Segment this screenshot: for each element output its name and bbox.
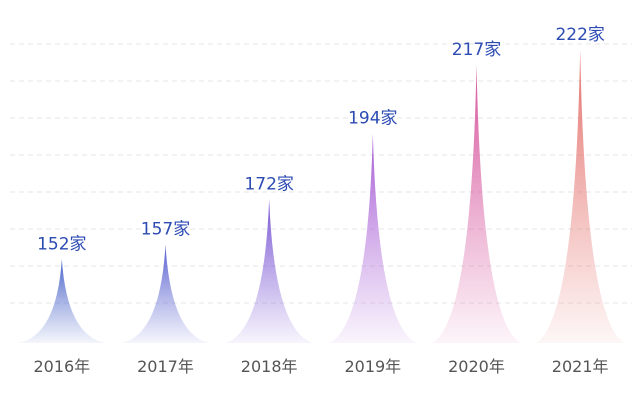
value-label: 194家 [348,109,397,129]
spike [328,133,417,343]
value-label: 172家 [244,174,293,194]
grid [10,43,632,304]
spike [536,49,625,343]
value-label: 217家 [452,40,501,60]
value-label: 222家 [555,25,604,45]
spike [432,64,521,344]
spike [225,199,314,343]
x-tick-label: 2016年 [33,357,90,376]
x-tick-label: 2020年 [448,357,505,376]
spike [17,259,106,343]
value-label: 157家 [141,219,190,239]
x-tick-label: 2021年 [552,357,609,376]
x-tick-label: 2018年 [241,357,298,376]
value-label: 152家 [37,234,86,254]
x-tick-label: 2017年 [137,357,194,376]
spike [121,244,210,343]
x-tick-label: 2019年 [344,357,401,376]
